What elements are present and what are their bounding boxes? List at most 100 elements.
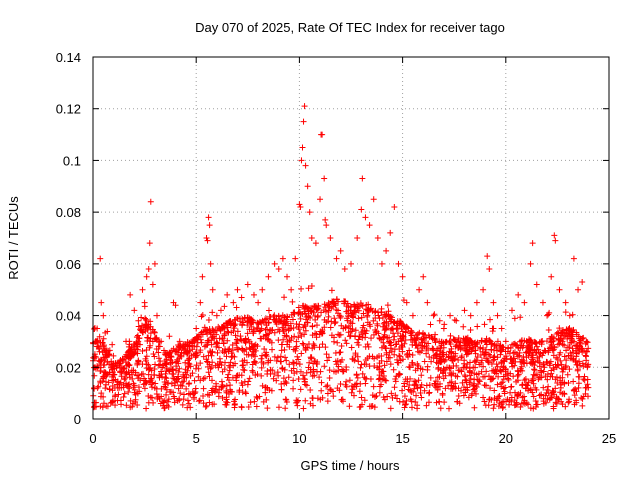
data-point — [366, 222, 373, 229]
data-point — [415, 362, 422, 369]
data-point — [203, 235, 210, 241]
data-point — [151, 260, 158, 267]
data-point — [573, 399, 580, 406]
data-point — [550, 343, 557, 350]
data-point — [233, 372, 240, 379]
data-point — [584, 364, 591, 371]
data-point — [96, 358, 103, 365]
data-point — [207, 348, 214, 355]
data-point — [291, 333, 298, 340]
data-point — [546, 345, 553, 352]
data-point — [355, 341, 362, 348]
data-point — [527, 405, 534, 412]
data-point — [506, 397, 513, 404]
data-point — [514, 353, 521, 360]
data-point — [514, 393, 521, 400]
data-point — [535, 358, 542, 365]
data-point — [366, 403, 373, 410]
data-point — [568, 352, 575, 359]
data-point — [163, 386, 170, 393]
data-point — [170, 371, 177, 378]
data-point — [97, 393, 104, 400]
data-point — [356, 333, 363, 340]
data-point — [455, 334, 462, 341]
data-point — [387, 229, 394, 236]
data-point — [177, 390, 184, 397]
data-point — [152, 380, 159, 387]
data-point — [347, 303, 354, 310]
data-point — [484, 253, 491, 260]
data-point — [332, 319, 339, 326]
data-point — [418, 372, 425, 379]
data-point — [230, 320, 237, 327]
data-point — [242, 390, 249, 397]
data-point — [559, 368, 566, 375]
data-point — [555, 341, 562, 348]
data-point — [275, 337, 282, 344]
data-point — [424, 363, 431, 370]
data-point — [212, 362, 219, 369]
data-point — [522, 349, 529, 356]
data-point — [574, 367, 581, 374]
data-point — [208, 352, 215, 359]
data-point — [307, 354, 314, 361]
data-point — [521, 299, 528, 306]
data-point — [293, 360, 300, 367]
data-point — [391, 351, 398, 358]
data-point — [436, 373, 443, 380]
data-point — [205, 337, 212, 344]
data-point — [250, 319, 257, 326]
data-point — [294, 353, 301, 360]
data-point — [299, 144, 306, 151]
data-point — [552, 376, 559, 383]
data-point — [314, 395, 321, 402]
data-point — [442, 385, 449, 392]
data-point — [125, 343, 132, 350]
data-point — [281, 314, 288, 321]
data-point — [203, 402, 210, 409]
data-point — [462, 335, 469, 342]
data-point — [305, 364, 312, 371]
data-point — [243, 346, 250, 353]
data-point — [508, 307, 515, 314]
data-point — [494, 338, 501, 345]
data-point — [143, 347, 150, 354]
data-point — [313, 331, 320, 338]
data-point — [242, 335, 249, 342]
data-point — [293, 399, 300, 406]
data-point — [500, 376, 507, 383]
data-point — [266, 386, 273, 393]
data-point — [447, 332, 454, 339]
data-point — [414, 345, 421, 352]
data-point — [518, 342, 525, 349]
data-point — [246, 344, 253, 351]
data-point — [159, 373, 166, 380]
data-point — [251, 342, 258, 349]
data-point — [140, 329, 147, 336]
data-point — [461, 357, 468, 364]
data-point — [314, 368, 321, 375]
data-point — [213, 331, 220, 338]
data-point — [186, 361, 193, 368]
data-point — [545, 349, 552, 356]
data-point — [548, 367, 555, 374]
chart-title: Day 070 of 2025, Rate Of TEC Index for r… — [195, 20, 505, 35]
data-point — [170, 389, 177, 396]
data-point — [394, 356, 401, 363]
data-point — [383, 345, 390, 352]
data-point — [306, 359, 313, 366]
data-point — [475, 370, 482, 377]
data-point — [519, 367, 526, 374]
data-point — [187, 372, 194, 379]
data-point — [325, 299, 332, 306]
data-point — [519, 382, 526, 389]
data-point — [341, 266, 348, 273]
data-point — [316, 331, 323, 338]
data-point — [207, 329, 214, 336]
data-point — [238, 294, 245, 301]
data-point — [132, 396, 139, 403]
data-point — [143, 405, 150, 412]
data-point — [550, 352, 557, 359]
data-point — [174, 349, 181, 356]
data-point — [581, 373, 588, 380]
